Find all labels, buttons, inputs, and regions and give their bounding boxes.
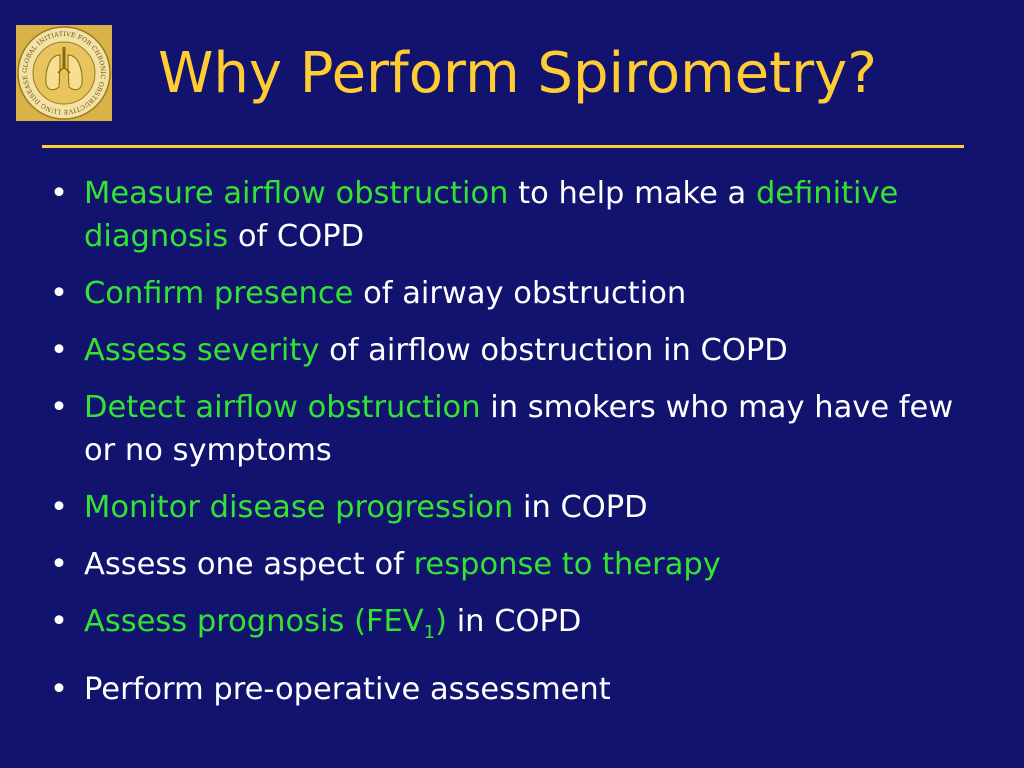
body-text: in COPD <box>447 604 582 639</box>
highlight-text: Confirm presence <box>84 276 354 311</box>
title-divider <box>42 145 964 148</box>
highlight-text: ) <box>435 604 448 639</box>
list-item: • Assess one aspect of response to thera… <box>44 543 964 586</box>
body-text: Assess one aspect of <box>84 547 414 582</box>
highlight-text: Detect airflow obstruction <box>84 390 481 425</box>
list-item: • Assess prognosis (FEV1) in COPD <box>44 600 964 654</box>
bullet-icon: • <box>50 276 68 311</box>
list-item: • Assess severity of airflow obstruction… <box>44 329 964 372</box>
body-text: to help make a <box>508 176 756 211</box>
bullet-icon: • <box>50 672 68 707</box>
body-text: Perform pre-operative assessment <box>84 672 611 707</box>
highlight-text: Measure airflow obstruction <box>84 176 509 211</box>
highlight-text: Monitor disease progression <box>84 490 514 525</box>
bullet-icon: • <box>50 604 68 639</box>
highlight-text: definitive diagnosis <box>84 176 899 254</box>
highlight-text: Assess severity <box>84 333 320 368</box>
bullet-icon: • <box>50 547 68 582</box>
slide-title: Why Perform Spirometry? <box>158 41 877 106</box>
subscript-text: 1 <box>423 622 436 643</box>
body-text: in smokers who may have few or no sympto… <box>84 390 954 468</box>
body-text: of airway obstruction <box>353 276 687 311</box>
bullet-list: • Measure airflow obstruction to help ma… <box>44 172 964 725</box>
body-text: of COPD <box>228 219 365 254</box>
body-text: of airflow obstruction in COPD <box>319 333 788 368</box>
bullet-icon: • <box>50 333 68 368</box>
bullet-icon: • <box>50 176 68 211</box>
list-item: • Measure airflow obstruction to help ma… <box>44 172 964 258</box>
list-item: • Detect airflow obstruction in smokers … <box>44 386 964 472</box>
list-item: • Perform pre-operative assessment <box>44 668 964 711</box>
highlight-text: response to therapy <box>413 547 721 582</box>
body-text: in COPD <box>513 490 648 525</box>
list-item: • Confirm presence of airway obstruction <box>44 272 964 315</box>
list-item: • Monitor disease progression in COPD <box>44 486 964 529</box>
highlight-text: Assess prognosis (FEV <box>84 604 424 639</box>
gold-lungs-seal-icon: GLOBAL INITIATIVE FOR CHRONIC OBSTRUCTIV… <box>13 20 112 121</box>
bullet-icon: • <box>50 490 68 525</box>
bullet-icon: • <box>50 390 68 425</box>
